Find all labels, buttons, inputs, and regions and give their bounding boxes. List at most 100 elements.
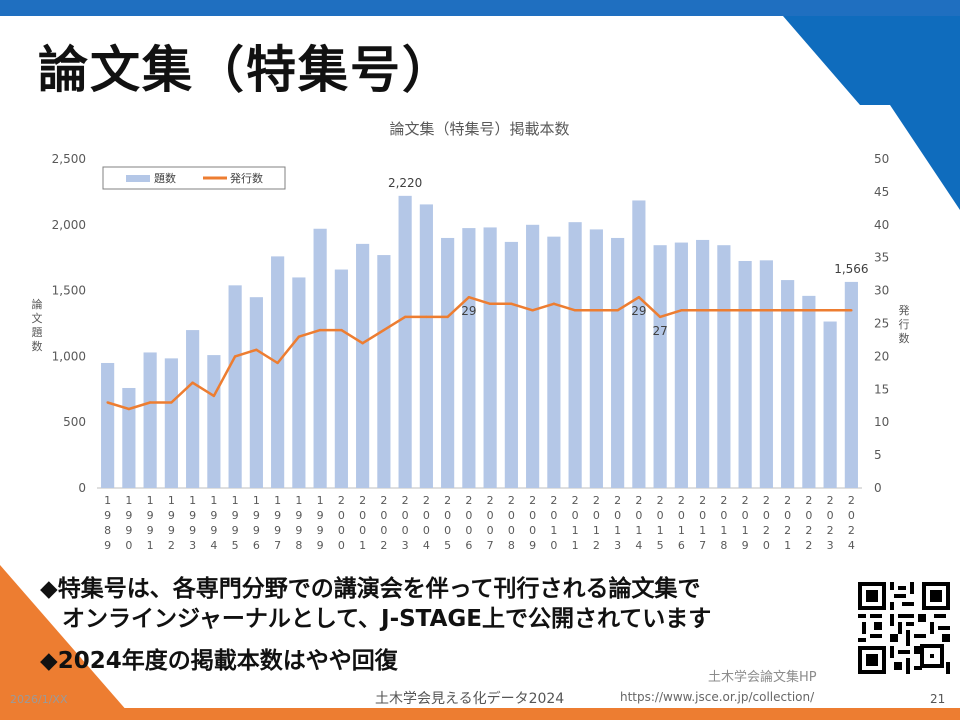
line-point-1998	[297, 335, 301, 338]
bar-1995	[228, 285, 242, 488]
line-point-1991	[148, 401, 152, 404]
bottom-orange-bar	[0, 708, 960, 720]
qr-code[interactable]	[858, 582, 950, 674]
line-point-2011	[573, 309, 577, 312]
bar-2023	[823, 321, 837, 488]
y-left-tick-label: 1,500	[52, 284, 86, 298]
bar-1991	[143, 352, 157, 488]
bottom-left-orange-corner	[0, 565, 135, 720]
line-point-2016	[680, 309, 683, 312]
y-left-axis-title: 論文題数	[32, 297, 43, 353]
data-label-発行数: 29	[631, 304, 646, 318]
footer-date: 2026/1/XX	[10, 693, 68, 706]
bar-2005	[441, 237, 455, 488]
y-left-tick-label: 2,000	[52, 218, 86, 232]
y-left-tick-label: 2,500	[52, 152, 86, 166]
line-point-2010	[552, 302, 556, 305]
line-point-1997	[276, 361, 279, 365]
line-point-1994	[212, 394, 216, 398]
bar-1993	[186, 330, 200, 488]
bar-2012	[589, 229, 603, 488]
line-point-2014	[637, 295, 641, 299]
bar-2000	[334, 269, 348, 488]
bullet-item-1: ◆特集号は、各専門分野での講演会を伴って刊行される論文集で	[40, 576, 701, 602]
bullet-item-2: ◆2024年度の掲載本数はやや回復	[40, 648, 398, 674]
legend-box	[102, 166, 286, 190]
y-right-tick-label: 15	[874, 382, 889, 396]
bar-2019	[738, 260, 752, 488]
top-right-blue-corner	[783, 16, 960, 210]
y-left-tick-label: 500	[63, 415, 86, 429]
source-name: 土木学会論文集HP	[708, 670, 817, 685]
line-point-2023	[828, 309, 832, 312]
line-point-2020	[765, 309, 768, 312]
chart-title: 論文集（特集号）掲載本数	[389, 120, 569, 138]
bar-1996	[249, 297, 263, 488]
bar-2011	[568, 222, 582, 488]
bar-2022	[802, 295, 816, 488]
line-point-2002	[382, 328, 386, 332]
bar-2018	[717, 245, 731, 488]
line-series-発行数	[107, 295, 852, 411]
line-point-2024	[850, 309, 853, 312]
line-point-1996	[255, 348, 258, 352]
line-point-2001	[361, 342, 364, 345]
line-point-2009	[531, 309, 534, 312]
bullet-item-1-continued: オンラインジャーナルとして、J-STAGE上で公開されています	[62, 606, 712, 632]
y-left-tick-label: 1,000	[52, 349, 86, 363]
legend-swatch-bar	[126, 175, 150, 182]
bar-2001	[356, 243, 370, 488]
line-point-1992	[170, 401, 173, 404]
data-label-発行数: 27	[652, 324, 667, 338]
bar-1990	[122, 387, 136, 488]
data-label-発行数: 29	[461, 304, 476, 318]
data-label-題数: 1,566	[834, 262, 868, 276]
y-right-tick-label: 30	[874, 284, 889, 298]
source-url[interactable]: https://www.jsce.or.jp/collection/	[620, 690, 815, 704]
bar-2016	[674, 242, 688, 488]
top-blue-bar	[0, 0, 960, 16]
line-point-2015	[658, 315, 662, 319]
bar-2017	[696, 239, 710, 488]
slide-title: 論文集（特集号）	[38, 41, 454, 99]
legend-label-題数: 題数	[154, 172, 176, 185]
bar-2020	[759, 260, 773, 488]
line-point-2004	[425, 315, 428, 319]
bar-1998	[292, 277, 306, 488]
legend-label-発行数: 発行数	[230, 171, 263, 185]
bar-2024	[844, 281, 858, 488]
bar-2014	[632, 200, 646, 489]
line-point-2018	[722, 309, 726, 312]
y-left-tick-label: 0	[78, 481, 86, 495]
bar-2003	[398, 195, 412, 488]
y-right-tick-label: 20	[874, 349, 889, 363]
line-point-2013	[616, 309, 619, 312]
